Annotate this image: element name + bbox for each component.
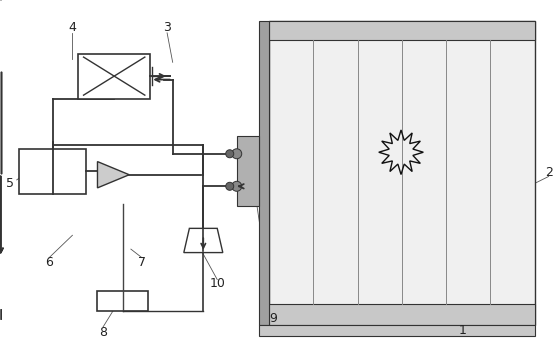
Bar [97, 291, 148, 311]
Polygon shape [97, 162, 129, 188]
Polygon shape [184, 228, 223, 253]
Circle shape [232, 149, 242, 159]
Text: 3: 3 [163, 21, 171, 34]
Bar [269, 21, 535, 325]
Text: 9: 9 [269, 312, 277, 325]
Circle shape [232, 181, 242, 191]
Text: 8: 8 [99, 326, 107, 339]
Text: 4: 4 [69, 21, 76, 34]
Bar [78, 54, 150, 99]
Bar [259, 325, 535, 336]
Circle shape [226, 182, 234, 190]
Text: 6: 6 [45, 256, 53, 270]
Bar [19, 149, 86, 194]
Bar [259, 21, 269, 325]
Circle shape [226, 150, 234, 158]
Bar [269, 304, 535, 325]
Text: 2: 2 [545, 166, 553, 180]
Text: 1: 1 [458, 324, 466, 337]
Bar [237, 136, 259, 206]
Text: 7: 7 [138, 256, 146, 270]
Bar [269, 21, 535, 40]
Text: 5: 5 [6, 177, 14, 190]
Text: 10: 10 [209, 277, 225, 290]
